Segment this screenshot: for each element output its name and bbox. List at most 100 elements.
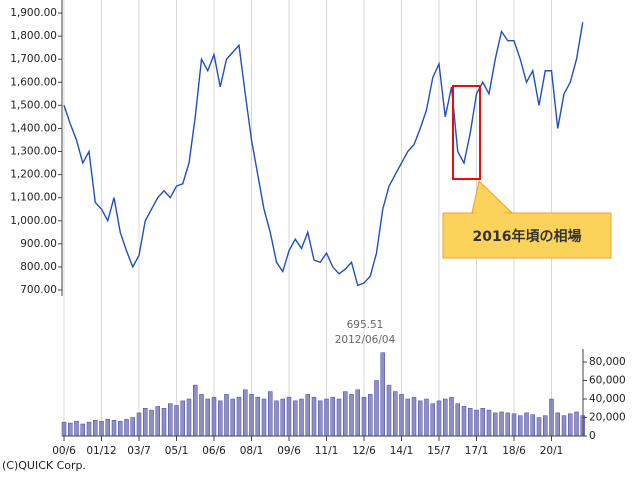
y-tick-label: 700.00 xyxy=(20,284,57,296)
volume-bar xyxy=(74,420,79,437)
volume-bar xyxy=(343,391,348,437)
volume-bar xyxy=(361,396,367,437)
price-line xyxy=(63,22,584,287)
volume-bar xyxy=(411,396,417,437)
y-tick-label: 800.00 xyxy=(20,261,57,273)
volume-bar xyxy=(480,408,485,437)
volume-bar xyxy=(155,406,160,437)
y-tick-label: 1,000.00 xyxy=(10,215,57,227)
x-tick-label: 09/6 xyxy=(277,445,301,457)
volume-bar xyxy=(555,412,560,437)
y2-tick-label: 0 xyxy=(589,430,596,442)
y2-tick-label: 60,000 xyxy=(589,375,626,387)
y-tick-label: 1,400.00 xyxy=(10,122,57,134)
y2-tick-label: 40,000 xyxy=(589,393,626,405)
volume-bar xyxy=(174,405,179,437)
y2-tick-label: 80,000 xyxy=(589,356,626,368)
volume-bar xyxy=(461,406,467,437)
y-tick-label: 1,200.00 xyxy=(10,169,57,181)
callout-pointer xyxy=(471,180,514,214)
volume-bar xyxy=(249,394,254,437)
volume-bar xyxy=(349,394,354,437)
x-tick-label: 05/1 xyxy=(165,445,189,457)
x-tick-label: 00/6 xyxy=(52,445,76,457)
volume-bar xyxy=(243,389,248,437)
volume-bar xyxy=(99,420,104,437)
volume-bar xyxy=(574,411,579,437)
x-tick-label: 06/6 xyxy=(202,445,226,457)
x-tick-label: 11/1 xyxy=(315,445,339,457)
callout-text: 2016年頃の相場 xyxy=(473,228,582,245)
highlight-box xyxy=(452,85,481,180)
volume-bar xyxy=(561,415,567,437)
x-tick-label: 15/7 xyxy=(427,445,451,457)
volume-bar xyxy=(61,421,67,437)
y-tick-label: 1,700.00 xyxy=(10,53,57,65)
volume-bar xyxy=(205,398,210,437)
volume-bar xyxy=(380,352,385,437)
x-tick-label: 17/1 xyxy=(465,445,489,457)
volume-bar xyxy=(255,396,260,437)
x-tick-label: 12/6 xyxy=(352,445,376,457)
volume-bar xyxy=(218,400,223,437)
volume-bar xyxy=(499,411,504,437)
volume-bar xyxy=(293,400,298,437)
volume-bar xyxy=(105,419,110,437)
volume-bar xyxy=(330,396,335,437)
volume-bar xyxy=(468,408,473,437)
volume-bar xyxy=(455,403,460,437)
volume-bar xyxy=(86,421,92,437)
volume-bar xyxy=(393,391,398,437)
y-tick-label: 1,300.00 xyxy=(10,146,57,158)
volume-bar xyxy=(324,398,329,437)
volume-bar xyxy=(93,420,98,437)
volume-bar xyxy=(524,412,529,437)
volume-bar xyxy=(68,422,73,437)
x-tick-label: 18/6 xyxy=(502,445,526,457)
volume-bar xyxy=(486,409,492,437)
source: (C)QUICK Corp. xyxy=(2,459,86,472)
volume-bar xyxy=(143,408,148,437)
y-tick-label: 1,600.00 xyxy=(10,76,57,88)
y-tick-label: 1,100.00 xyxy=(10,192,57,204)
volume-bar xyxy=(336,398,342,437)
x-tick-label: 01/12 xyxy=(86,445,116,457)
volume-bar xyxy=(124,419,129,437)
volume-bar xyxy=(168,403,173,437)
volume-bar xyxy=(568,413,573,437)
low-value: 695.51 xyxy=(347,319,384,331)
volume-bar xyxy=(436,400,442,437)
volume-bar xyxy=(130,417,135,437)
volume-bar xyxy=(386,384,392,437)
volume-bar xyxy=(274,400,279,437)
volume-bar xyxy=(286,396,292,437)
volume-bar xyxy=(305,394,310,437)
volume-bar xyxy=(518,415,523,437)
volume-bar xyxy=(530,414,535,437)
low-date: 2012/06/04 xyxy=(335,334,396,346)
y-tick-label: 1,500.00 xyxy=(10,99,57,111)
volume-bar xyxy=(430,403,435,437)
volume-bar xyxy=(374,380,379,437)
volume-bar xyxy=(180,400,185,437)
y-tick-label: 1,900.00 xyxy=(10,7,57,19)
volume-bar xyxy=(224,394,229,437)
y-tick-label: 900.00 xyxy=(20,238,57,250)
y-tick-label: 1,800.00 xyxy=(10,30,57,42)
volume-bar xyxy=(111,420,117,437)
volume-bar xyxy=(318,400,323,437)
volume-bar xyxy=(311,396,317,437)
volume-bar xyxy=(399,394,404,437)
volume-bar xyxy=(236,396,242,437)
volume-bar xyxy=(230,398,235,437)
y2-tick-label: 20,000 xyxy=(589,412,626,424)
volume-bar xyxy=(261,398,267,437)
volume-bar xyxy=(536,417,542,437)
volume-bar xyxy=(511,413,517,437)
volume-bar xyxy=(211,396,217,437)
volume-bar xyxy=(186,398,192,437)
volume-bar xyxy=(493,412,498,437)
callout-box xyxy=(442,212,612,259)
volume-bar xyxy=(268,391,273,437)
